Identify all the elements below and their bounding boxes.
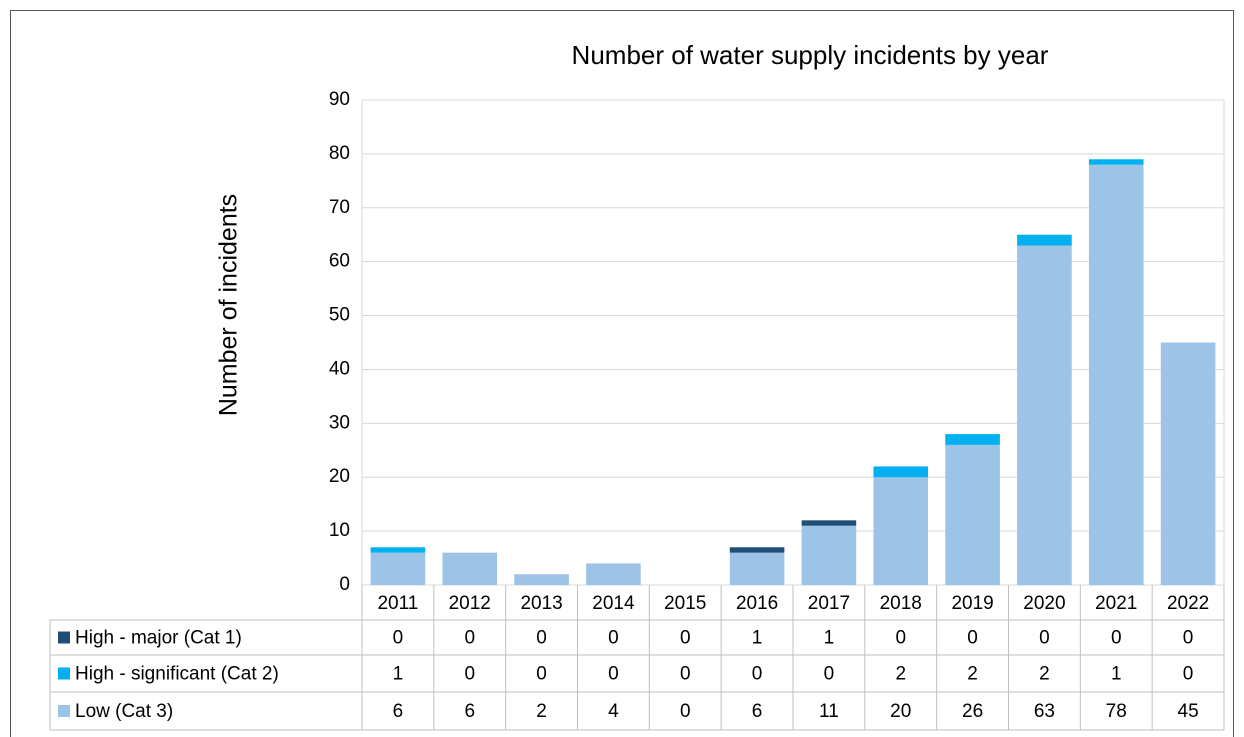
table-value: 63 (1034, 701, 1055, 722)
x-tick-label: 2019 (951, 593, 993, 614)
bar-segment (1017, 245, 1072, 585)
table-value: 0 (464, 664, 475, 685)
legend-swatch (58, 631, 70, 644)
table-value: 0 (895, 628, 906, 649)
y-tick-label: 80 (329, 143, 350, 164)
legend-label: Low (Cat 3) (75, 701, 173, 722)
x-tick-label: 2011 (377, 593, 418, 614)
y-axis-label: Number of incidents (215, 194, 243, 416)
x-tick-label: 2017 (808, 593, 850, 614)
x-tick-label: 2020 (1023, 593, 1065, 614)
table-value: 1 (1111, 664, 1122, 685)
table-value: 0 (680, 628, 691, 649)
table-value: 11 (819, 701, 839, 722)
table-value: 1 (393, 664, 404, 685)
chart-title: Number of water supply incidents by year (572, 40, 1049, 70)
table-value: 2 (1039, 664, 1050, 685)
table-value: 0 (680, 664, 691, 685)
bar-segment (873, 477, 929, 585)
table-value: 4 (608, 701, 619, 722)
table-value: 0 (752, 664, 763, 685)
x-tick-label: 2014 (592, 593, 635, 614)
legend-label: High - significant (Cat 2) (75, 664, 279, 685)
y-tick-label: 30 (329, 412, 350, 433)
bar-segment (442, 552, 498, 585)
y-tick-label: 50 (329, 305, 350, 326)
table-value: 6 (752, 701, 763, 722)
table-value: 0 (464, 628, 475, 649)
table-value: 0 (680, 701, 691, 722)
bar-segment (945, 434, 1000, 445)
table-value: 2 (895, 664, 906, 685)
table-value: 6 (464, 701, 475, 722)
bar-segment (729, 552, 785, 585)
x-tick-label: 2016 (736, 593, 778, 614)
legend-label: High - major (Cat 1) (75, 628, 242, 649)
table-value: 0 (824, 664, 835, 685)
bar-segment (801, 525, 857, 585)
x-tick-label: 2013 (520, 593, 562, 614)
y-tick-label: 0 (339, 574, 350, 595)
table-value: 45 (1178, 701, 1199, 722)
table-value: 0 (536, 664, 547, 685)
x-tick-label: 2012 (449, 593, 491, 614)
bar-segment (1160, 342, 1216, 585)
y-tick-label: 60 (329, 251, 350, 272)
bar-segment (873, 466, 929, 478)
y-tick-label: 10 (329, 520, 350, 541)
bar-segment (586, 563, 641, 585)
table-value: 1 (824, 628, 835, 649)
table-value: 0 (967, 628, 978, 649)
x-tick-label: 2018 (880, 593, 922, 614)
table-value: 0 (1039, 628, 1050, 649)
y-tick-label: 70 (329, 197, 350, 218)
table-value: 0 (1111, 628, 1122, 649)
y-tick-label: 90 (329, 89, 350, 110)
bar-segment (370, 547, 426, 553)
table-value: 0 (1183, 628, 1194, 649)
bar-segment (729, 547, 785, 553)
x-tick-label: 2022 (1167, 593, 1209, 614)
table-value: 0 (1183, 664, 1194, 685)
bar-segment (945, 444, 1000, 585)
y-tick-label: 20 (329, 466, 350, 487)
x-tick-label: 2021 (1095, 593, 1137, 614)
table-value: 0 (393, 628, 404, 649)
bar-segment (1088, 159, 1144, 165)
x-tick-label: 2015 (664, 593, 706, 614)
table-value: 0 (608, 664, 619, 685)
table-value: 2 (536, 701, 547, 722)
table-value: 0 (608, 628, 619, 649)
bar-segment (1088, 164, 1144, 585)
y-tick-label: 40 (329, 358, 350, 379)
legend-swatch (58, 705, 70, 717)
table-value: 78 (1106, 701, 1127, 722)
table-value: 6 (393, 701, 404, 722)
bar-segment (514, 574, 569, 585)
bar-segment (370, 552, 426, 585)
table-value: 1 (752, 628, 763, 649)
table-value: 26 (962, 701, 983, 722)
table-value: 0 (536, 628, 547, 649)
legend-swatch (58, 667, 70, 680)
bar-segment (801, 520, 857, 526)
bar-segment (1017, 234, 1072, 246)
table-value: 2 (967, 664, 978, 685)
table-value: 20 (890, 701, 911, 722)
